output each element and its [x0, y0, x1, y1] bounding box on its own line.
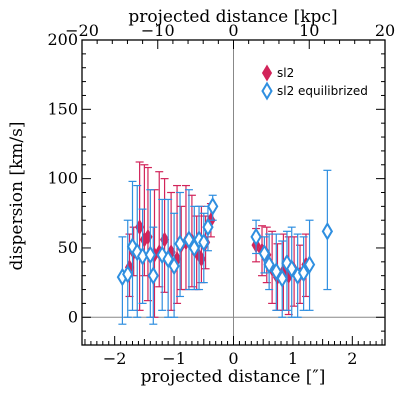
data-point: [263, 255, 275, 275]
data-point: [250, 227, 262, 247]
x2-axis-label: projected distance [kpc]: [128, 7, 337, 27]
series-sl2-equilibrized: [116, 169, 334, 325]
data-point: [207, 196, 219, 216]
x2-tick-label: 0: [228, 21, 238, 40]
data-point: [303, 255, 316, 275]
y-tick-label: 0: [68, 307, 78, 326]
legend-label: sl2: [277, 66, 294, 80]
x-tick-label: 0: [228, 349, 238, 368]
x2-tick-label: 10: [299, 21, 319, 40]
reference-lines: [82, 40, 385, 345]
x-tick-label: 2: [347, 349, 357, 368]
data-point: [297, 263, 310, 283]
y-tick-label: 50: [58, 238, 78, 257]
data-point: [183, 230, 195, 250]
y-tick-label: 150: [47, 99, 78, 118]
data-series: [116, 161, 334, 325]
data-point: [147, 266, 159, 286]
data-point: [198, 232, 210, 252]
legend-marker: [261, 81, 273, 101]
data-point: [258, 244, 271, 263]
data-point: [144, 245, 156, 265]
x2-tick-label: 20: [375, 21, 395, 40]
legend-label: sl2 equilibrized: [277, 84, 368, 98]
data-point: [321, 221, 334, 241]
x-tick-label: −1: [162, 349, 186, 368]
x-tick-label: −2: [103, 349, 127, 368]
data-point: [168, 256, 180, 276]
x-axis-label: projected distance [″]: [141, 367, 326, 387]
legend: sl2 sl2 equilibrized: [261, 64, 368, 101]
data-point: [131, 242, 143, 262]
data-point: [122, 264, 134, 284]
x2-tick-label: −10: [141, 21, 175, 40]
y-tick-label: 200: [47, 30, 78, 49]
data-point: [202, 217, 214, 237]
data-point: [174, 234, 186, 254]
x-tick-label: 1: [288, 349, 298, 368]
y-axis-label: dispersion [km/s]: [7, 122, 27, 271]
legend-marker: [261, 64, 273, 82]
axis-titles: projected distance [″] projected distanc…: [7, 7, 338, 387]
y-tick-label: 100: [47, 169, 78, 188]
x2-tick-label: −20: [65, 21, 99, 40]
data-point: [276, 269, 288, 288]
